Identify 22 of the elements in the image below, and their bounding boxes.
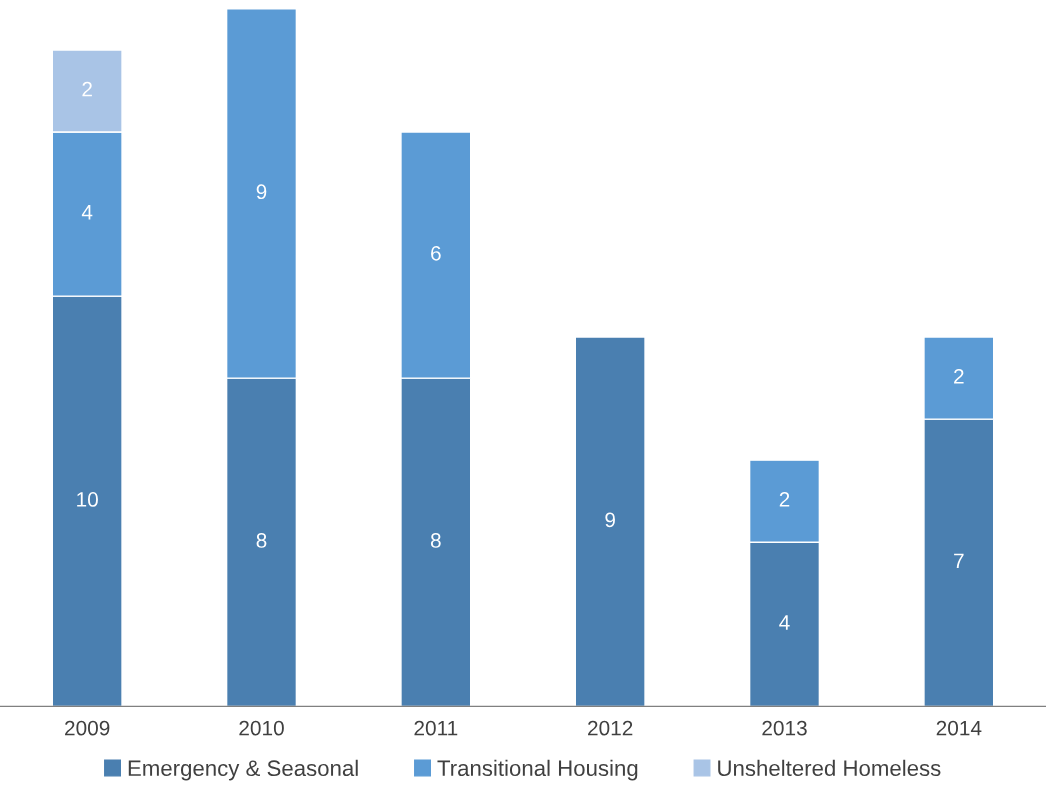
data-label: 8 [256,533,267,548]
x-tick-label: 2011 [414,720,458,736]
legend-label: Emergency & Seasonal [128,759,358,781]
data-label: 2 [954,368,964,384]
data-label: 4 [779,615,790,630]
legend-label: Unsheltered Homeless [718,759,941,777]
x-tick-label: 2013 [762,720,807,736]
data-label: 9 [605,512,615,528]
data-label: 10 [77,492,98,507]
data-label: 9 [256,184,267,200]
x-tick-label: 2012 [588,720,633,736]
data-label: 8 [430,533,441,548]
data-label: 7 [954,553,964,569]
data-label: 2 [82,81,92,97]
data-label: 6 [431,245,441,261]
x-tick-label: 2009 [65,720,110,736]
x-tick-label: 2014 [936,720,982,736]
x-tick-label: 2010 [239,720,284,736]
data-label: 2 [779,492,790,507]
data-label: 4 [81,205,93,220]
legend-label: Transitional Housing [437,759,638,781]
bar [574,336,646,707]
